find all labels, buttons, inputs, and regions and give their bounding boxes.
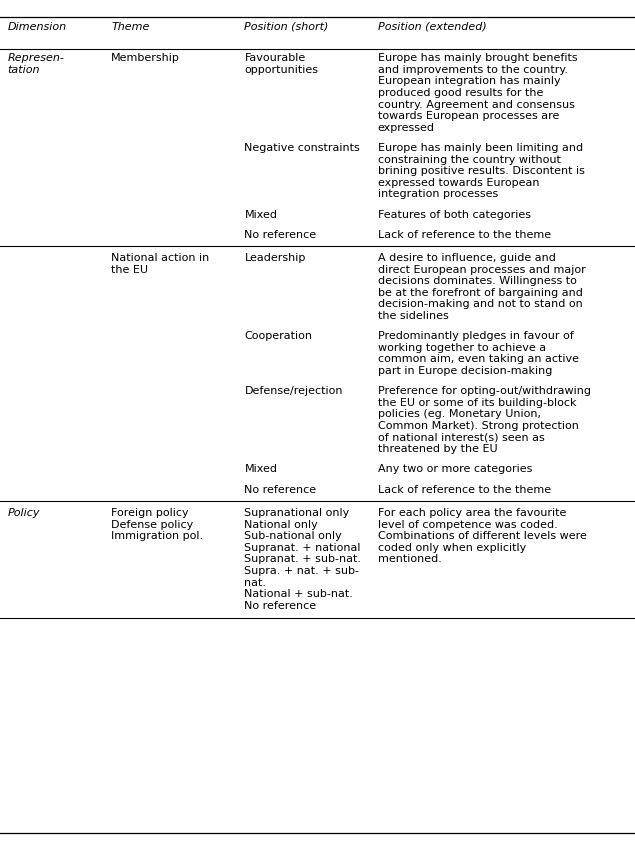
Text: Policy: Policy	[8, 508, 40, 518]
Text: Negative constraints: Negative constraints	[244, 143, 360, 153]
Text: Supranational only
National only
Sub-national only
Supranat. + national
Supranat: Supranational only National only Sub-nat…	[244, 508, 361, 611]
Text: Membership: Membership	[111, 53, 180, 63]
Text: No reference: No reference	[244, 229, 317, 239]
Text: A desire to influence, guide and
direct European processes and major
decisions d: A desire to influence, guide and direct …	[378, 253, 585, 321]
Text: No reference: No reference	[244, 485, 317, 495]
Text: Lack of reference to the theme: Lack of reference to the theme	[378, 229, 551, 239]
Text: Europe has mainly been limiting and
constraining the country without
brining pos: Europe has mainly been limiting and cons…	[378, 143, 585, 200]
Text: Dimension: Dimension	[8, 22, 67, 32]
Text: Leadership: Leadership	[244, 253, 306, 263]
Text: Represen-
tation: Represen- tation	[8, 53, 65, 75]
Text: Position (short): Position (short)	[244, 22, 329, 32]
Text: Mixed: Mixed	[244, 210, 277, 219]
Text: National action in
the EU: National action in the EU	[111, 253, 210, 275]
Text: Position (extended): Position (extended)	[378, 22, 486, 32]
Text: Foreign policy
Defense policy
Immigration pol.: Foreign policy Defense policy Immigratio…	[111, 508, 203, 541]
Text: Lack of reference to the theme: Lack of reference to the theme	[378, 485, 551, 495]
Text: Defense/rejection: Defense/rejection	[244, 386, 343, 396]
Text: Preference for opting-out/withdrawing
the EU or some of its building-block
polic: Preference for opting-out/withdrawing th…	[378, 386, 591, 454]
Text: Europe has mainly brought benefits
and improvements to the country.
European int: Europe has mainly brought benefits and i…	[378, 53, 577, 132]
Text: Cooperation: Cooperation	[244, 331, 312, 341]
Text: Favourable
opportunities: Favourable opportunities	[244, 53, 319, 75]
Text: Theme: Theme	[111, 22, 149, 32]
Text: For each policy area the favourite
level of competence was coded.
Combinations o: For each policy area the favourite level…	[378, 508, 587, 565]
Text: Mixed: Mixed	[244, 464, 277, 475]
Text: Any two or more categories: Any two or more categories	[378, 464, 532, 475]
Text: Predominantly pledges in favour of
working together to achieve a
common aim, eve: Predominantly pledges in favour of worki…	[378, 331, 579, 376]
Text: Features of both categories: Features of both categories	[378, 210, 531, 219]
